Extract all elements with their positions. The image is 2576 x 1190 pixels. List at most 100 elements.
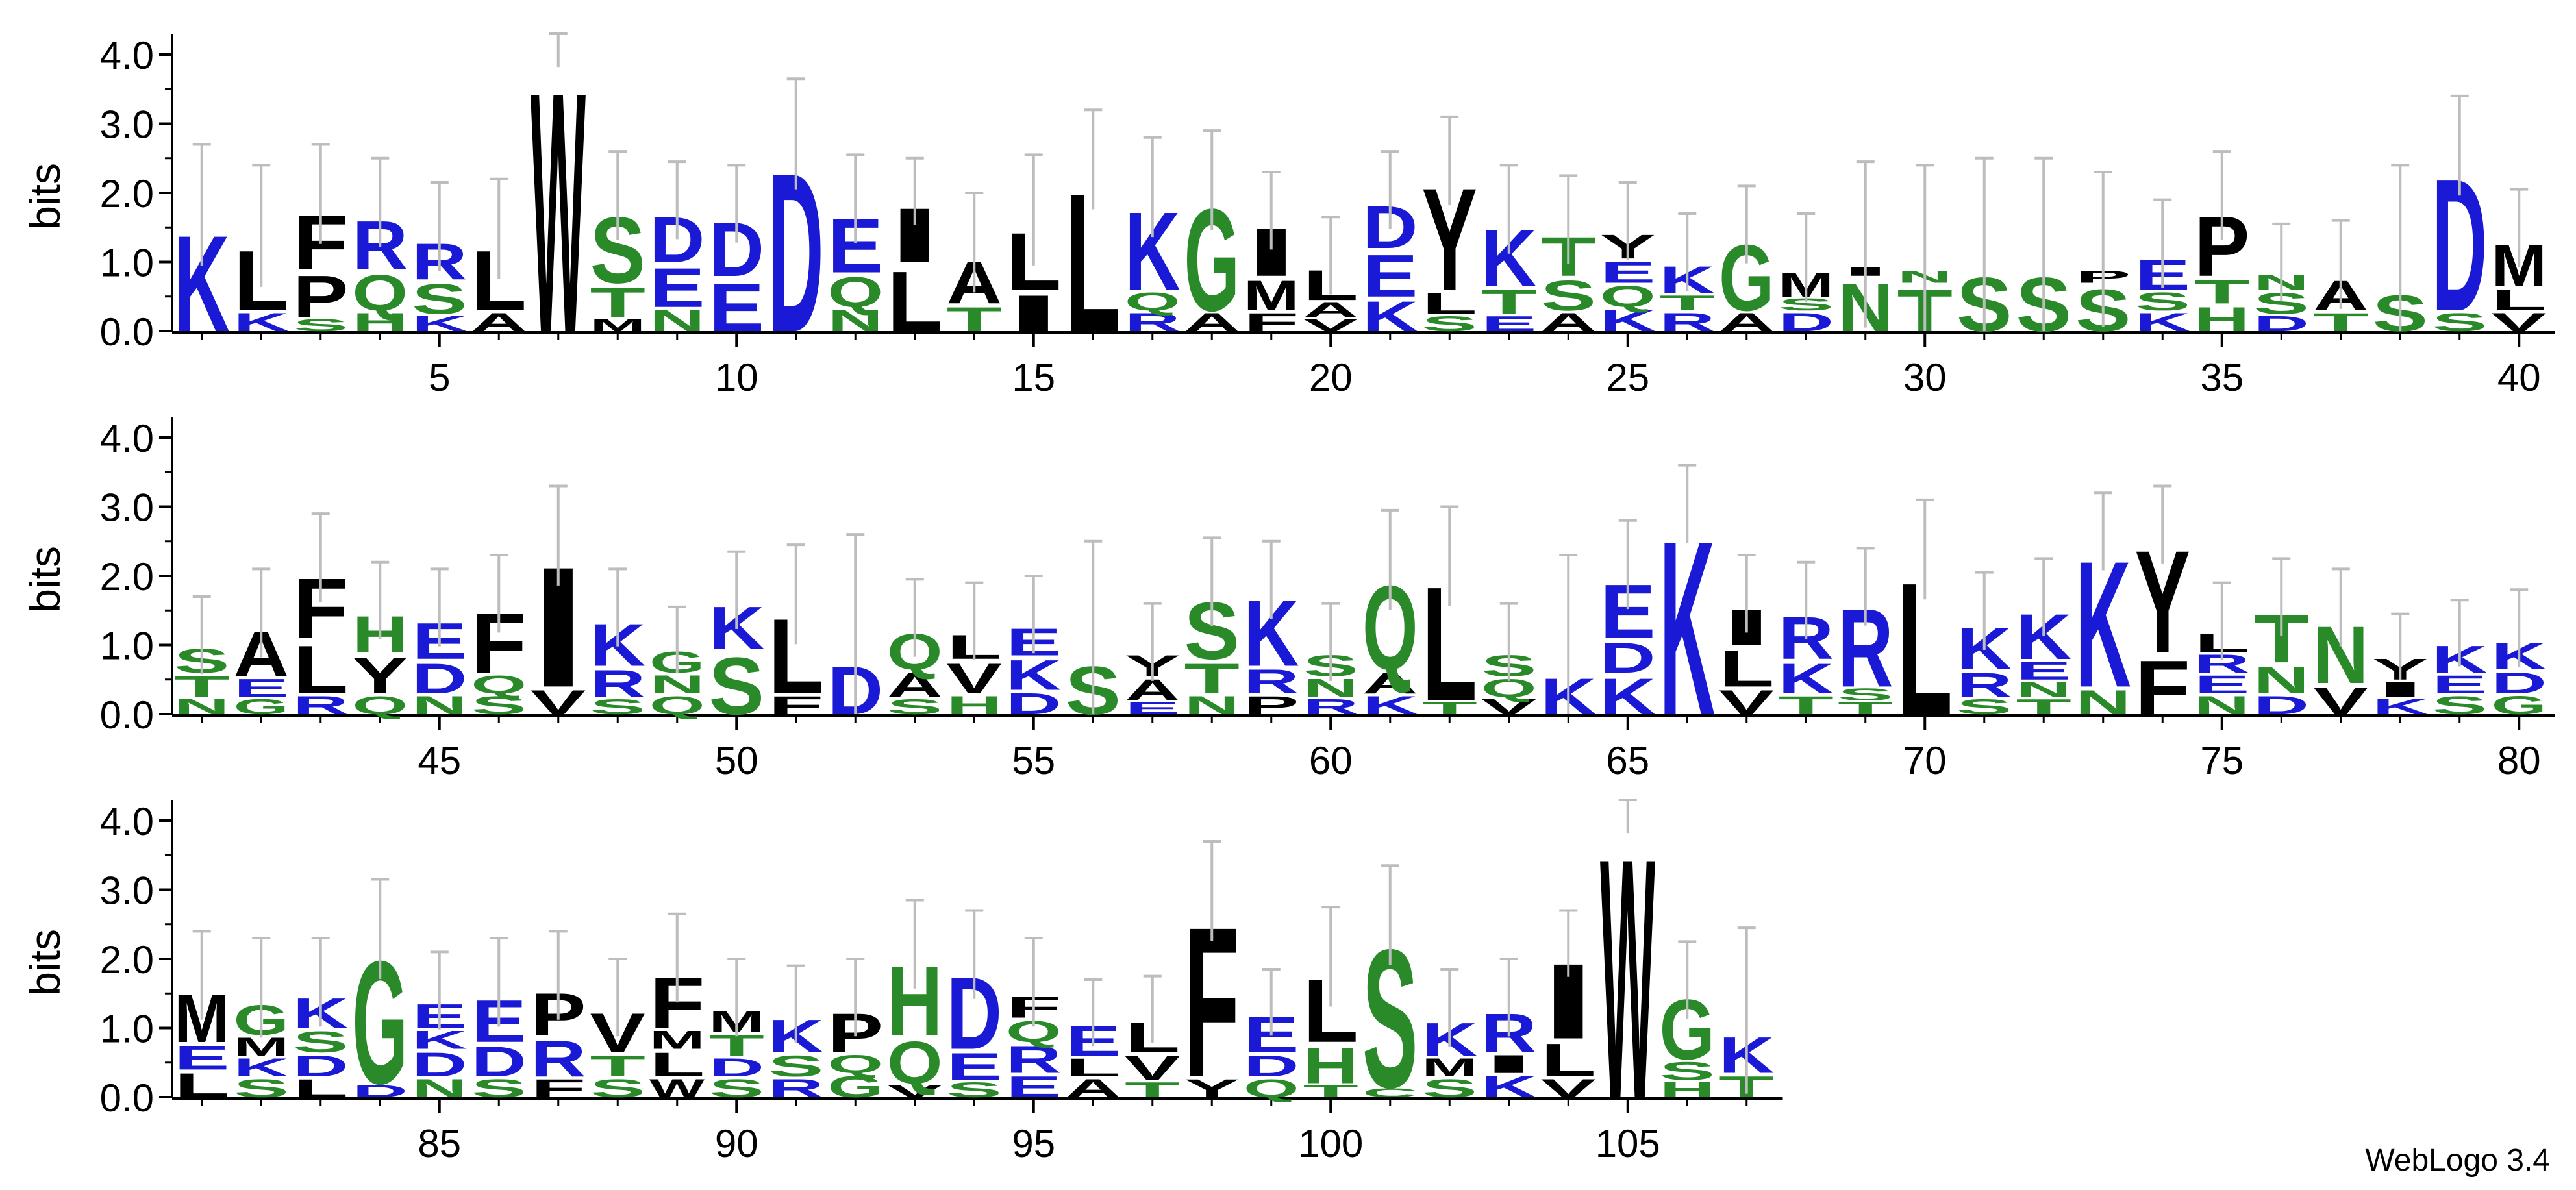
residue-M-pos-89: M <box>649 1026 705 1054</box>
residue-S-pos-94: S <box>947 1078 1002 1102</box>
y-tick-label: 4.0 <box>100 800 154 843</box>
residue-S-pos-88: S <box>590 1074 646 1103</box>
x-tick-label: 100 <box>1298 1122 1363 1165</box>
residue-P-pos-59: P <box>1244 691 1299 720</box>
residue-S-pos-34: S <box>2135 288 2191 316</box>
residue-G-pos-80: G <box>2492 691 2547 720</box>
residue-K-pos-82: K <box>234 1053 289 1082</box>
residue-K-pos-65: K <box>1600 668 1655 725</box>
residue-Q-pos-93: Q <box>887 1029 942 1097</box>
residue-N-pos-49: N <box>649 670 705 699</box>
residue-V-pos-40: V <box>2492 308 2547 336</box>
residue-D-pos-90: D <box>709 1053 764 1082</box>
y-tick-label: 2.0 <box>100 938 154 982</box>
residue-T-pos-26: T <box>1660 291 1715 315</box>
residue-R-pos-91: R <box>768 1074 823 1102</box>
residue-D-pos-86: D <box>471 1038 527 1086</box>
residue-V-pos-97: V <box>1125 1049 1180 1087</box>
residue-A-pos-6: A <box>471 308 527 336</box>
residue-H-pos-106: H <box>1660 1078 1715 1102</box>
residue-Q-pos-44: Q <box>353 691 408 720</box>
residue-S-pos-39: S <box>2432 308 2488 337</box>
residue-R-pos-60: R <box>1303 695 1358 719</box>
residue-E-pos-42: E <box>234 674 290 702</box>
residue-E-pos-23: E <box>1481 312 1536 336</box>
residue-V-pos-63: V <box>1481 695 1536 719</box>
residue-K-pos-78: K <box>2373 695 2428 719</box>
residue-E-pos-72: E <box>2016 656 2072 685</box>
residue-E-pos-75: E <box>2194 671 2250 699</box>
residue-S-pos-46: S <box>471 691 527 720</box>
residue-R-pos-59: R <box>1244 663 1299 701</box>
residue-S-pos-5: S <box>412 275 467 323</box>
residue-N-pos-72: N <box>2016 678 2071 702</box>
x-tick-label: 65 <box>1606 739 1649 782</box>
x-tick-label: 105 <box>1595 1122 1660 1165</box>
residue-K-pos-2: K <box>234 308 289 336</box>
residue-F-pos-74: F <box>2135 644 2190 731</box>
x-tick-label: 15 <box>1012 356 1055 399</box>
y-tick-label: 1.0 <box>100 1008 154 1051</box>
residue-S-pos-90: S <box>709 1074 765 1103</box>
residue-P-pos-3: P <box>293 263 349 330</box>
x-tick-label: 80 <box>2497 739 2541 782</box>
residue-H-pos-35: H <box>2194 301 2249 339</box>
residue-S-pos-22: S <box>1422 312 1477 336</box>
residue-S-pos-24: S <box>1541 271 1596 319</box>
residue-E-pos-57: E <box>1125 699 1180 718</box>
residue-N-pos-9: N <box>649 304 705 338</box>
weblogo-credit: WebLogo 3.4 <box>2365 1143 2550 1178</box>
residue-S-pos-79: S <box>2432 691 2488 720</box>
x-tick-label: 90 <box>715 1122 758 1165</box>
residue-L-pos-40: L <box>2492 284 2547 317</box>
residue-S-pos-71: S <box>1957 695 2012 719</box>
residue-L-pos-43: L <box>293 632 348 708</box>
x-tick-label: 75 <box>2200 739 2244 782</box>
y-tick-label: 4.0 <box>100 417 154 460</box>
residue-L-pos-89: L <box>649 1046 705 1084</box>
residue-V-pos-67: V <box>1719 683 1774 721</box>
residue-E-pos-25: E <box>1600 256 1655 289</box>
x-tick-label: 5 <box>429 356 450 399</box>
residue-R-pos-17: R <box>1125 308 1180 336</box>
y-tick-label: 2.0 <box>100 555 154 599</box>
residue-K-pos-55: K <box>1006 651 1061 699</box>
x-tick-label: 20 <box>1309 356 1353 399</box>
residue-K-pos-34: K <box>2135 308 2190 336</box>
residue-V-pos-93: V <box>887 1082 942 1101</box>
residue-E-pos-9: E <box>649 257 705 319</box>
residue-G-pos-92: G <box>828 1070 883 1104</box>
residue-R-pos-43: R <box>293 691 348 719</box>
residue-A-pos-18: A <box>1184 308 1240 336</box>
residue-L-pos-81: L <box>174 1067 229 1105</box>
residue-H-pos-54: H <box>947 691 1002 719</box>
residue-I-pos-15: I <box>1006 284 1061 342</box>
residue-T-pos-68: T <box>1779 691 1834 719</box>
residue-T-pos-8: T <box>590 279 645 327</box>
residue-T-pos-69: T <box>1838 699 1893 717</box>
x-tick-label: 25 <box>1606 356 1649 399</box>
residue-K-pos-25: K <box>1600 304 1656 338</box>
residue-K-pos-5: K <box>412 312 467 336</box>
residue-E-pos-94: E <box>947 1045 1003 1088</box>
residue-V-pos-47: V <box>531 683 586 721</box>
residue-C-pos-101: C <box>1362 1085 1418 1100</box>
x-tick-label: 95 <box>1012 1122 1055 1165</box>
residue-M-pos-8: M <box>590 316 645 335</box>
residue-H-pos-4: H <box>353 308 408 336</box>
residue-M-pos-102: M <box>1422 1054 1477 1082</box>
residue-R-pos-87: R <box>531 1030 586 1087</box>
residue-A-pos-24: A <box>1541 308 1596 336</box>
residue-D-pos-45: D <box>412 655 467 703</box>
residue-E-pos-81: E <box>174 1038 229 1076</box>
residue-W-pos-105: W <box>1600 787 1656 1171</box>
residue-T-pos-72: T <box>2016 695 2071 719</box>
residue-S-pos-82: S <box>234 1074 290 1103</box>
residue-D-pos-65: D <box>1600 634 1655 682</box>
residue-Q-pos-4: Q <box>353 264 408 321</box>
residue-Q-pos-92: Q <box>828 1050 883 1079</box>
residue-N-pos-73: N <box>2075 684 2131 722</box>
residue-R-pos-71: R <box>1957 666 2012 704</box>
residue-E-pos-21: E <box>1362 242 1418 309</box>
